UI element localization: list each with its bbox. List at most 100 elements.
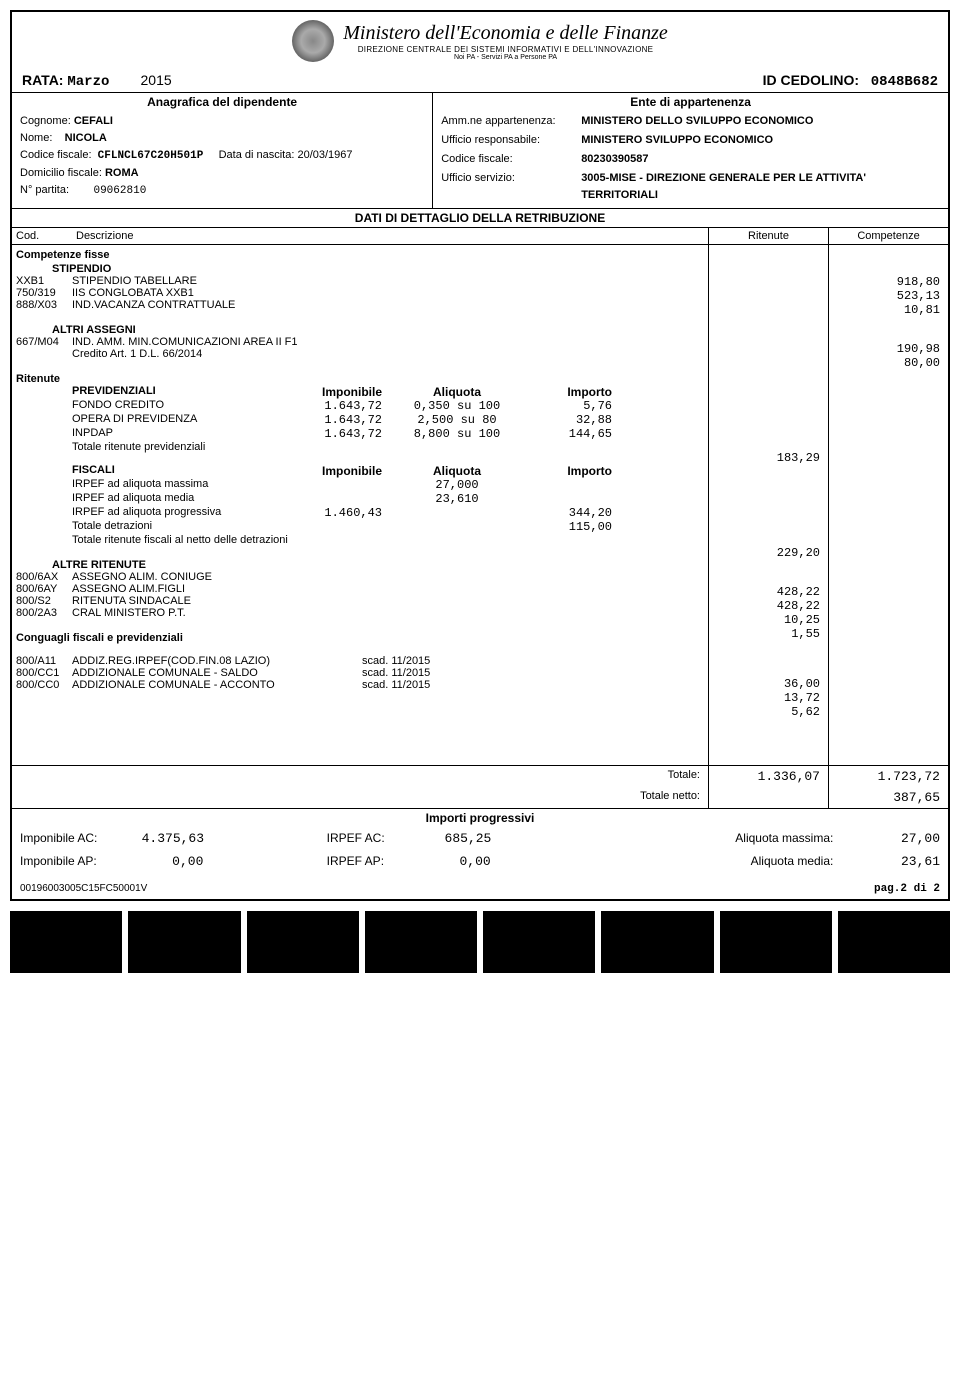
table-row: Totale detrazioni115,00 xyxy=(72,520,704,534)
table-row: 800/6AXASSEGNO ALIM. CONIUGE xyxy=(16,571,704,583)
pattern-block xyxy=(365,911,477,973)
dn: 20/03/1967 xyxy=(297,149,352,161)
fisc-table: FISCALIImponibileAliquotaImporto IRPEF a… xyxy=(72,464,704,546)
pattern-block xyxy=(601,911,713,973)
dom-lbl: Domicilio fiscale: xyxy=(20,167,102,179)
rata-label: RATA: xyxy=(22,72,63,88)
userv: 3005-MISE - DIREZIONE GENERALE PER LE AT… xyxy=(581,170,940,204)
col-cod: Cod. xyxy=(12,228,72,244)
cf-lbl: Codice fiscale: xyxy=(20,149,92,161)
body-main: Competenze fisse STIPENDIO XXB1STIPENDIO… xyxy=(12,245,708,765)
footer-code: 00196003005C15FC50001V xyxy=(20,883,147,895)
netto-value: 387,65 xyxy=(828,787,948,808)
table-row: 800/CC0ADDIZIONALE COMUNALE - ACCONTOsca… xyxy=(16,679,704,691)
grp-competenze-fisse: Competenze fisse xyxy=(16,249,704,261)
cognome-lbl: Cognome: xyxy=(20,115,71,127)
sub-altri: ALTRI ASSEGNI xyxy=(52,324,704,336)
table-row: INPDAP1.643,728,800 su 100144,65 xyxy=(72,427,704,441)
grp-ritenute: Ritenute xyxy=(16,373,704,385)
info-row: Anagrafica del dipendente Cognome: CEFAL… xyxy=(12,92,948,208)
rata: RATA: Marzo 2015 xyxy=(22,72,172,90)
table-row: 888/X03IND.VACANZA CONTRATTUALE xyxy=(16,299,704,311)
np-lbl: N° partita: xyxy=(20,184,69,196)
netto-empty xyxy=(708,787,828,808)
header-sub2: Noi PA - Servizi PA a Persone PA xyxy=(343,54,668,61)
competenze-col: 918,80 523,13 10,81 190,98 80,00 xyxy=(828,245,948,765)
table-row: OPERA DI PREVIDENZA1.643,722,500 su 8032… xyxy=(72,413,704,427)
table-row: IRPEF ad aliquota progressiva1.460,43344… xyxy=(72,506,704,520)
header-text: Ministero dell'Economia e delle Finanze … xyxy=(343,22,668,61)
table-row: 800/A11ADDIZ.REG.IRPEF(COD.FIN.08 LAZIO)… xyxy=(16,655,704,667)
uresp: MINISTERO SVILUPPO ECONOMICO xyxy=(581,132,940,149)
footer: 00196003005C15FC50001V pag.2 di 2 xyxy=(12,873,948,899)
ente-panel: Ente di appartenenza Amm.ne appartenenza… xyxy=(433,93,948,208)
table-row: 800/CC1ADDIZIONALE COMUNALE - SALDOscad.… xyxy=(16,667,704,679)
payslip-page: Ministero dell'Economia e delle Finanze … xyxy=(10,10,950,901)
table-row: Totale ritenute previdenziali xyxy=(72,441,704,453)
pattern-block xyxy=(247,911,359,973)
state-emblem-icon xyxy=(292,20,334,62)
prog-row-1: Imponibile AC: 4.375,63 IRPEF AC: 685,25… xyxy=(12,827,948,850)
prog-row-2: Imponibile AP: 0,00 IRPEF AP: 0,00 Aliqu… xyxy=(12,850,948,873)
sub-stipendio: STIPENDIO xyxy=(52,263,704,275)
prev-table: PREVIDENZIALIImponibileAliquotaImporto F… xyxy=(72,385,704,453)
col-rit: Ritenute xyxy=(708,228,828,244)
pattern-block xyxy=(720,911,832,973)
ente-title: Ente di appartenenza xyxy=(433,93,948,111)
grp-conguagli: Conguagli fiscali e previdenziali xyxy=(16,632,704,644)
rata-row: RATA: Marzo 2015 ID CEDOLINO: 0848B682 xyxy=(12,66,948,92)
pattern-block xyxy=(838,911,950,973)
dn-lbl: Data di nascita: xyxy=(219,149,295,161)
cedolino: ID CEDOLINO: 0848B682 xyxy=(763,72,938,90)
column-headers: Cod. Descrizione Ritenute Competenze xyxy=(12,228,948,245)
cedolino-label: ID CEDOLINO: xyxy=(763,72,859,88)
pattern-block xyxy=(483,911,595,973)
pattern-block xyxy=(10,911,122,973)
nome: NICOLA xyxy=(65,132,107,144)
table-row: 667/M04IND. AMM. MIN.COMUNICAZIONI AREA … xyxy=(16,336,704,348)
ecf: 80230390587 xyxy=(581,151,940,168)
ecf-lbl: Codice fiscale: xyxy=(441,151,581,168)
pattern-block xyxy=(128,911,240,973)
page-number: pag.2 di 2 xyxy=(874,883,940,895)
anagrafica-panel: Anagrafica del dipendente Cognome: CEFAL… xyxy=(12,93,433,208)
cf: CFLNCL67C20H501P xyxy=(98,150,204,162)
dom: ROMA xyxy=(105,167,139,179)
detail-body: Competenze fisse STIPENDIO XXB1STIPENDIO… xyxy=(12,245,948,765)
table-row: Credito Art. 1 D.L. 66/2014 xyxy=(16,348,704,360)
ministry-name: Ministero dell'Economia e delle Finanze xyxy=(343,22,668,45)
sub-altre: ALTRE RITENUTE xyxy=(52,559,704,571)
table-row: 800/S2RITENUTA SINDACALE xyxy=(16,595,704,607)
amm-lbl: Amm.ne appartenenza: xyxy=(441,113,581,130)
np: 09062810 xyxy=(93,185,146,197)
ritenute-col: 183,29 229,20 428,22 428,22 10,25 1,55 3… xyxy=(708,245,828,765)
table-row: IRPEF ad aliquota media23,610 xyxy=(72,492,704,506)
col-comp: Competenze xyxy=(828,228,948,244)
totals-row: Totale: 1.336,07 1.723,72 xyxy=(12,765,948,787)
table-row: Totale ritenute fiscali al netto delle d… xyxy=(72,534,704,546)
totale-ritenute: 1.336,07 xyxy=(708,766,828,787)
netto-label: Totale netto: xyxy=(12,787,708,808)
col-desc: Descrizione xyxy=(72,228,708,244)
header: Ministero dell'Economia e delle Finanze … xyxy=(12,12,948,66)
userv-lbl: Ufficio servizio: xyxy=(441,170,581,204)
header-sub1: DIREZIONE CENTRALE DEI SISTEMI INFORMATI… xyxy=(343,45,668,54)
footer-pattern-strip xyxy=(10,911,950,973)
nome-lbl: Nome: xyxy=(20,132,52,144)
cognome: CEFALI xyxy=(74,115,113,127)
amm: MINISTERO DELLO SVILUPPO ECONOMICO xyxy=(581,113,940,130)
anagrafica-body: Cognome: CEFALI Nome: NICOLA Codice fisc… xyxy=(12,111,432,204)
table-row: 800/6AYASSEGNO ALIM.FIGLI xyxy=(16,583,704,595)
totale-competenze: 1.723,72 xyxy=(828,766,948,787)
cedolino-value: 0848B682 xyxy=(871,74,938,90)
ente-body: Amm.ne appartenenza:MINISTERO DELLO SVIL… xyxy=(433,111,948,208)
netto-row: Totale netto: 387,65 xyxy=(12,787,948,808)
table-row: 750/319IIS CONGLOBATA XXB1 xyxy=(16,287,704,299)
prog-title: Importi progressivi xyxy=(12,808,948,827)
uresp-lbl: Ufficio responsabile: xyxy=(441,132,581,149)
rata-year: 2015 xyxy=(141,72,172,88)
table-row: XXB1STIPENDIO TABELLARE xyxy=(16,275,704,287)
table-row: 800/2A3CRAL MINISTERO P.T. xyxy=(16,607,704,619)
rata-month: Marzo xyxy=(67,74,109,90)
anagrafica-title: Anagrafica del dipendente xyxy=(12,93,432,111)
